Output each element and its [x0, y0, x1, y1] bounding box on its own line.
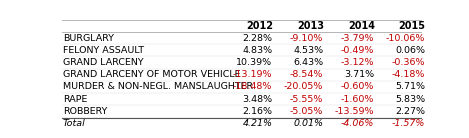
Text: 2014: 2014 — [348, 21, 375, 31]
Text: -0.49%: -0.49% — [341, 46, 374, 55]
Text: -4.18%: -4.18% — [392, 70, 425, 79]
Text: -5.05%: -5.05% — [290, 107, 323, 116]
Text: -10.06%: -10.06% — [386, 34, 425, 43]
Text: -8.54%: -8.54% — [290, 70, 323, 79]
Text: -3.12%: -3.12% — [340, 58, 374, 67]
Text: -18.48%: -18.48% — [233, 83, 272, 91]
Text: -0.60%: -0.60% — [341, 83, 374, 91]
Text: Total: Total — [63, 119, 86, 128]
Text: -5.55%: -5.55% — [290, 95, 323, 104]
Text: 5.71%: 5.71% — [395, 83, 425, 91]
Text: 0.06%: 0.06% — [395, 46, 425, 55]
Text: -20.05%: -20.05% — [284, 83, 323, 91]
Text: -13.19%: -13.19% — [233, 70, 272, 79]
Text: 2012: 2012 — [246, 21, 273, 31]
Text: GRAND LARCENY OF MOTOR VEHICLE: GRAND LARCENY OF MOTOR VEHICLE — [63, 70, 241, 79]
Text: RAPE: RAPE — [63, 95, 87, 104]
Text: -1.60%: -1.60% — [341, 95, 374, 104]
Text: 2.28%: 2.28% — [242, 34, 272, 43]
Text: -1.57%: -1.57% — [392, 119, 425, 128]
Text: 4.83%: 4.83% — [242, 46, 272, 55]
Text: 3.71%: 3.71% — [344, 70, 374, 79]
Text: FELONY ASSAULT: FELONY ASSAULT — [63, 46, 144, 55]
Text: -13.59%: -13.59% — [334, 107, 374, 116]
Text: BURGLARY: BURGLARY — [63, 34, 114, 43]
Text: -4.06%: -4.06% — [341, 119, 374, 128]
Text: 2.27%: 2.27% — [395, 107, 425, 116]
Text: 2015: 2015 — [399, 21, 426, 31]
Text: -0.36%: -0.36% — [392, 58, 425, 67]
Text: ROBBERY: ROBBERY — [63, 107, 107, 116]
Text: -3.79%: -3.79% — [340, 34, 374, 43]
Text: 6.43%: 6.43% — [293, 58, 323, 67]
Text: 2013: 2013 — [297, 21, 324, 31]
Text: MURDER & NON-NEGL. MANSLAUGHTER: MURDER & NON-NEGL. MANSLAUGHTER — [63, 83, 253, 91]
Text: -9.10%: -9.10% — [290, 34, 323, 43]
Text: 2.16%: 2.16% — [242, 107, 272, 116]
Text: 0.01%: 0.01% — [293, 119, 323, 128]
Text: 4.21%: 4.21% — [242, 119, 272, 128]
Text: 10.39%: 10.39% — [236, 58, 272, 67]
Text: GRAND LARCENY: GRAND LARCENY — [63, 58, 144, 67]
Text: 5.83%: 5.83% — [395, 95, 425, 104]
Text: 3.48%: 3.48% — [242, 95, 272, 104]
Text: 4.53%: 4.53% — [293, 46, 323, 55]
